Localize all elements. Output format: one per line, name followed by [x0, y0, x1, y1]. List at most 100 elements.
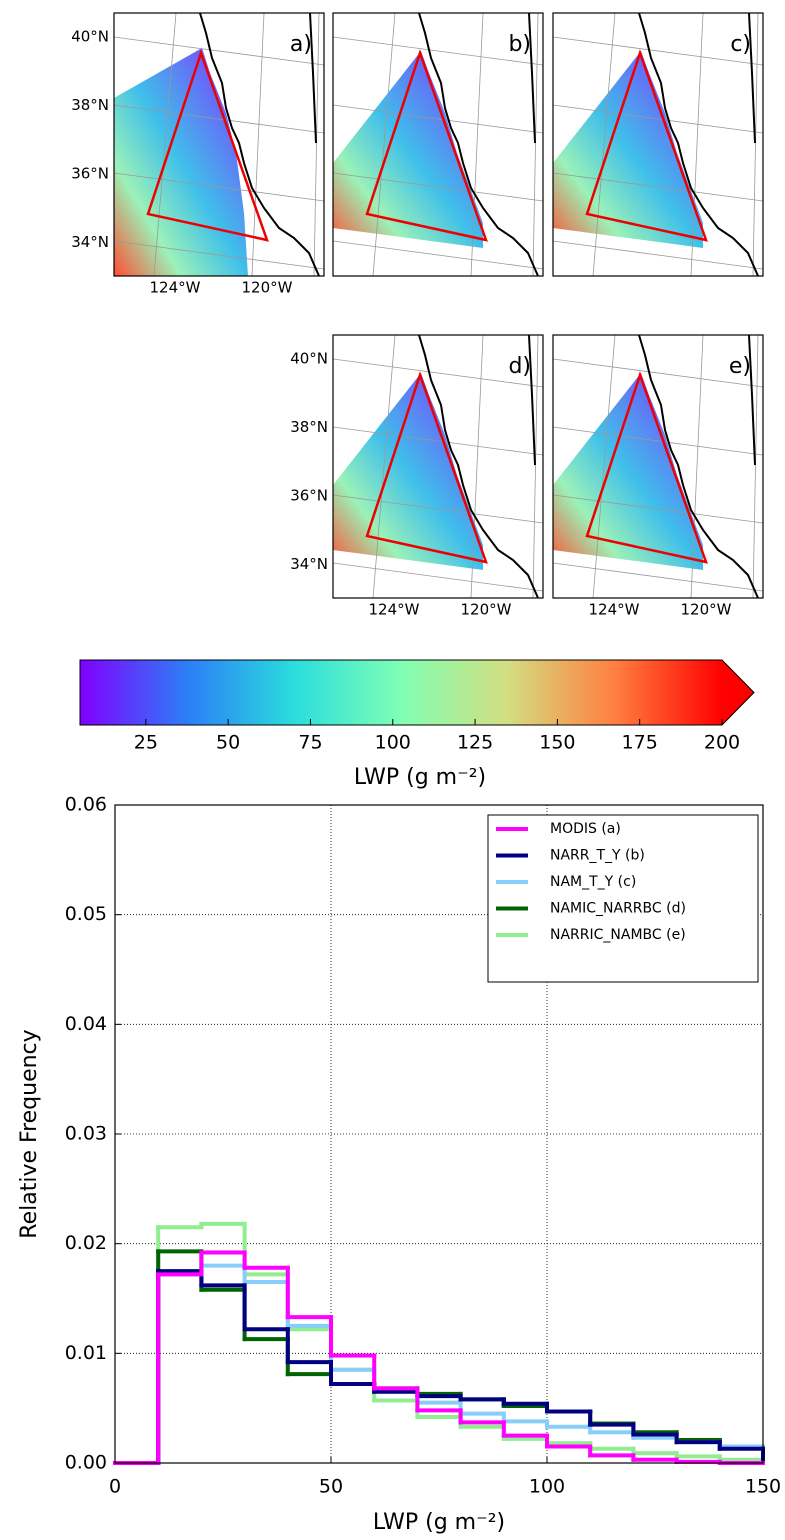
- lat-label: 36°N: [71, 165, 109, 183]
- axes-frame: [114, 804, 764, 1464]
- y-axis-label: Relative Frequency: [17, 1029, 42, 1238]
- map-frame: [113, 12, 325, 277]
- state-border: [748, 12, 756, 144]
- study-region: [365, 371, 488, 564]
- map-frame: [332, 334, 544, 599]
- graticule: [332, 36, 544, 66]
- graticule: [153, 12, 177, 277]
- graticule: [552, 172, 764, 202]
- graticule: [752, 12, 759, 277]
- graticule: [552, 494, 764, 524]
- lon-label: 124°W: [150, 279, 201, 297]
- colorbar-label: LWP (g m⁻²): [354, 765, 486, 790]
- cloud-field: [553, 373, 703, 570]
- cloud-field: [553, 51, 703, 248]
- lat-label: 36°N: [290, 487, 328, 505]
- graticule: [470, 334, 484, 599]
- legend-label: NAMIC_NARRBC (d): [550, 901, 686, 917]
- map-panel: a) 40°N 38°N 36°N 34°N 124°W 120°W: [71, 12, 325, 297]
- graticule: [332, 494, 544, 524]
- colorbar-tick-label: 200: [704, 732, 740, 754]
- colorbar-extension: [722, 660, 754, 725]
- graticule: [332, 426, 544, 456]
- colorbar: [80, 660, 722, 725]
- coastline: [638, 334, 759, 599]
- graticule: [372, 334, 396, 599]
- cloud-field: [333, 51, 483, 248]
- lat-label: 34°N: [290, 555, 328, 573]
- graticule: [532, 12, 539, 277]
- colorbar-tick-label: 25: [134, 732, 158, 754]
- y-tick-label: 0.02: [65, 1232, 107, 1254]
- cloud-field: [114, 48, 248, 276]
- graticule: [470, 12, 484, 277]
- lat-label: 38°N: [290, 418, 328, 436]
- y-tick-label: 0.04: [65, 1013, 107, 1035]
- graticule: [592, 334, 616, 599]
- study-region: [585, 49, 708, 242]
- graticule: [332, 104, 544, 134]
- panel-label: e): [729, 354, 751, 379]
- state-border: [748, 334, 756, 466]
- graticule: [113, 36, 325, 66]
- legend-label: MODIS (a): [550, 821, 621, 837]
- graticule: [752, 334, 759, 599]
- map-frame: [552, 12, 764, 277]
- coastline: [199, 12, 320, 277]
- graticule: [690, 12, 704, 277]
- study-region: [146, 49, 269, 242]
- graticule: [332, 172, 544, 202]
- y-tick-label: 0.03: [65, 1123, 107, 1145]
- x-tick-label: 0: [109, 1476, 121, 1498]
- x-axis-label: LWP (g m⁻²): [373, 1510, 505, 1535]
- y-tick-label: 0.06: [65, 794, 107, 816]
- y-tick-label: 0.01: [65, 1342, 107, 1364]
- map-panel: c): [552, 12, 764, 277]
- map-panel: b): [332, 12, 544, 277]
- panel-label: a): [290, 32, 312, 57]
- colorbar-tick-label: 75: [298, 732, 322, 754]
- graticule: [552, 36, 764, 66]
- panel-label: c): [730, 32, 751, 57]
- cloud-field: [333, 373, 483, 570]
- legend-box: [487, 814, 759, 983]
- legend-label: NAM_T_Y (c): [550, 874, 636, 890]
- lon-label: 120°W: [681, 601, 732, 619]
- map-frame: [332, 12, 544, 277]
- graticule: [113, 172, 325, 202]
- y-tick-label: 0.05: [65, 903, 107, 925]
- panel-label: b): [508, 32, 531, 57]
- lon-label: 124°W: [589, 601, 640, 619]
- legend-label: NARR_T_Y (b): [550, 848, 645, 864]
- coastline: [418, 12, 539, 277]
- colorbar-tick-label: 150: [539, 732, 575, 754]
- graticule: [332, 358, 544, 388]
- graticule: [552, 104, 764, 134]
- colorbar-tick-label: 50: [216, 732, 240, 754]
- graticule: [332, 562, 544, 592]
- coastline: [638, 12, 759, 277]
- state-border: [528, 12, 536, 144]
- graticule: [592, 12, 616, 277]
- state-border: [528, 334, 536, 466]
- colorbar-tick-label: 100: [375, 732, 411, 754]
- map-panel: d) 40°N 38°N 36°N 34°N 124°W 120°W: [290, 334, 544, 619]
- graticule: [552, 426, 764, 456]
- lon-label: 120°W: [461, 601, 512, 619]
- study-region: [585, 371, 708, 564]
- graticule: [552, 358, 764, 388]
- colorbar-tick-label: 125: [457, 732, 493, 754]
- graticule: [552, 240, 764, 270]
- lon-label: 124°W: [369, 601, 420, 619]
- state-border: [309, 12, 317, 144]
- y-tick-label: 0.00: [65, 1452, 107, 1474]
- lat-label: 40°N: [290, 350, 328, 368]
- lat-label: 34°N: [71, 233, 109, 251]
- graticule: [690, 334, 704, 599]
- map-panel: e) 124°W 120°W: [552, 334, 764, 619]
- lon-label: 120°W: [242, 279, 293, 297]
- graticule: [332, 240, 544, 270]
- x-tick-label: 100: [529, 1476, 565, 1498]
- graticule: [552, 562, 764, 592]
